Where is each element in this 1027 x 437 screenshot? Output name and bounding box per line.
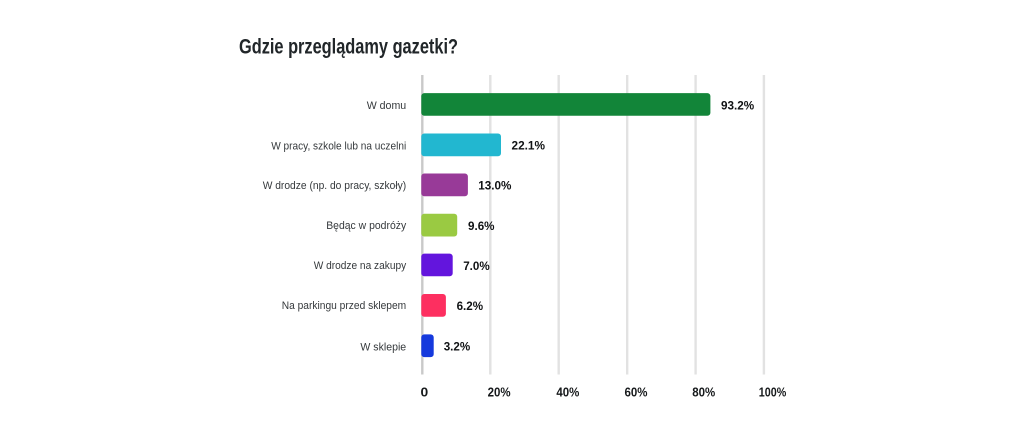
svg-text:W sklepie: W sklepie: [360, 341, 406, 353]
svg-text:W domu: W domu: [367, 100, 407, 112]
svg-text:100%: 100%: [759, 386, 787, 400]
svg-text:22.1%: 22.1%: [512, 139, 546, 153]
svg-text:W drodze na zakupy: W drodze na zakupy: [314, 260, 407, 272]
svg-text:Będąc w podróży: Będąc w podróży: [326, 220, 406, 232]
svg-text:80%: 80%: [692, 386, 715, 400]
svg-text:Na parkingu przed sklepem: Na parkingu przed sklepem: [282, 300, 407, 312]
svg-text:Gdzie przeglądamy gazetki?: Gdzie przeglądamy gazetki?: [239, 35, 458, 58]
svg-text:7.0%: 7.0%: [463, 259, 490, 273]
svg-text:13.0%: 13.0%: [478, 178, 512, 192]
svg-text:0: 0: [421, 386, 429, 400]
svg-text:93.2%: 93.2%: [721, 98, 755, 112]
svg-text:9.6%: 9.6%: [468, 219, 495, 233]
svg-text:6.2%: 6.2%: [457, 299, 484, 313]
svg-text:40%: 40%: [556, 386, 579, 400]
svg-text:60%: 60%: [625, 386, 648, 400]
svg-text:W drodze (np. do pracy, szkoły: W drodze (np. do pracy, szkoły): [263, 180, 407, 192]
svg-text:20%: 20%: [488, 386, 511, 400]
svg-text:3.2%: 3.2%: [444, 339, 471, 353]
svg-text:W pracy, szkole lub na uczelni: W pracy, szkole lub na uczelni: [271, 140, 406, 152]
